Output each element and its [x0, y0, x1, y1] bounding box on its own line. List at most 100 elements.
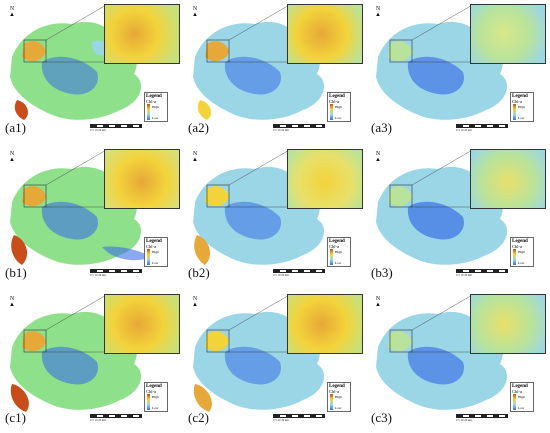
legend-colorbar — [147, 249, 150, 265]
legend-variable: Chl-a — [512, 244, 522, 249]
legend-low: Low — [518, 116, 525, 120]
map-panel-b3: N ▲ Legend Chl-a High Low 0 5 10 20 km (b… — [368, 147, 548, 287]
panel-label: (c3) — [371, 410, 392, 425]
zoom-inset-c3 — [470, 294, 546, 354]
panel-label: (c2) — [188, 410, 209, 425]
legend-low: Low — [335, 116, 342, 120]
legend-title: Legend — [512, 94, 528, 99]
zoom-inset-c2 — [287, 294, 363, 354]
legend-high: High — [518, 105, 525, 109]
legend-variable: Chl-a — [329, 244, 339, 249]
panel-label: (b1) — [5, 265, 27, 280]
legend-high: High — [152, 250, 159, 254]
scale-bar: 0 5 10 20 km — [90, 269, 142, 277]
north-arrow-icon: N ▲ — [192, 6, 198, 18]
map-panel-c1: N ▲ Legend Chl-a High Low 0 5 10 20 km (c… — [2, 292, 182, 432]
zoom-inset-a1 — [104, 4, 180, 64]
zoom-inset-a2 — [287, 4, 363, 64]
legend-low: Low — [518, 406, 525, 410]
legend-box: Legend Chl-a High Low — [510, 92, 534, 122]
map-panel-a1: N ▲ Legend Chl-a High Low 0 5 10 20 km (a… — [2, 2, 182, 142]
legend-box: Legend Chl-a High Low — [144, 237, 168, 267]
legend-high: High — [152, 105, 159, 109]
zoom-inset-a3 — [470, 4, 546, 64]
legend-box: Legend Chl-a High Low — [510, 382, 534, 412]
north-arrow-icon: N ▲ — [9, 6, 15, 18]
legend-box: Legend Chl-a High Low — [327, 92, 351, 122]
legend-title: Legend — [512, 239, 528, 244]
legend-high: High — [335, 105, 342, 109]
map-panel-c2: N ▲ Legend Chl-a High Low 0 5 10 20 km (c… — [185, 292, 365, 432]
panel-label: (b2) — [188, 265, 210, 280]
legend-colorbar — [147, 104, 150, 120]
legend-variable: Chl-a — [512, 99, 522, 104]
legend-variable: Chl-a — [329, 99, 339, 104]
legend-low: Low — [152, 261, 159, 265]
legend-box: Legend Chl-a High Low — [510, 237, 534, 267]
legend-title: Legend — [329, 94, 345, 99]
legend-variable: Chl-a — [146, 99, 156, 104]
legend-colorbar — [513, 249, 516, 265]
legend-low: Low — [152, 406, 159, 410]
panel-label: (a1) — [5, 120, 26, 135]
scale-bar: 0 5 10 20 km — [456, 124, 508, 132]
legend-low: Low — [152, 116, 159, 120]
scale-bar: 0 5 10 20 km — [273, 269, 325, 277]
legend-low: Low — [335, 406, 342, 410]
legend-title: Legend — [146, 384, 162, 389]
legend-variable: Chl-a — [512, 389, 522, 394]
legend-title: Legend — [512, 384, 528, 389]
legend-variable: Chl-a — [146, 389, 156, 394]
scale-bar: 0 5 10 20 km — [456, 269, 508, 277]
legend-colorbar — [330, 249, 333, 265]
legend-high: High — [518, 250, 525, 254]
legend-colorbar — [330, 104, 333, 120]
legend-box: Legend Chl-a High Low — [144, 92, 168, 122]
scale-bar: 0 5 10 20 km — [456, 414, 508, 422]
north-arrow-icon: N ▲ — [192, 296, 198, 308]
legend-box: Legend Chl-a High Low — [327, 237, 351, 267]
legend-high: High — [152, 395, 159, 399]
scale-bar: 0 5 10 20 km — [273, 124, 325, 132]
panel-label: (c1) — [5, 410, 26, 425]
legend-title: Legend — [146, 239, 162, 244]
north-arrow-icon: N ▲ — [9, 151, 15, 163]
legend-high: High — [518, 395, 525, 399]
legend-box: Legend Chl-a High Low — [144, 382, 168, 412]
north-arrow-icon: N ▲ — [9, 296, 15, 308]
legend-box: Legend Chl-a High Low — [327, 382, 351, 412]
legend-title: Legend — [329, 384, 345, 389]
north-arrow-icon: N ▲ — [375, 151, 381, 163]
zoom-inset-b3 — [470, 149, 546, 209]
map-panel-c3: N ▲ Legend Chl-a High Low 0 5 10 20 km (c… — [368, 292, 548, 432]
north-arrow-icon: N ▲ — [192, 151, 198, 163]
map-panel-a2: N ▲ Legend Chl-a High Low 0 5 10 20 km (a… — [185, 2, 365, 142]
legend-low: Low — [335, 261, 342, 265]
north-arrow-icon: N ▲ — [375, 296, 381, 308]
legend-title: Legend — [329, 239, 345, 244]
legend-colorbar — [330, 394, 333, 410]
scale-bar: 0 5 10 20 km — [90, 124, 142, 132]
map-panel-b1: N ▲ Legend Chl-a High Low 0 5 10 20 km (b… — [2, 147, 182, 287]
legend-variable: Chl-a — [146, 244, 156, 249]
scale-bar: 0 5 10 20 km — [90, 414, 142, 422]
panel-label: (b3) — [371, 265, 393, 280]
legend-title: Legend — [146, 94, 162, 99]
zoom-inset-b2 — [287, 149, 363, 209]
scale-bar: 0 5 10 20 km — [273, 414, 325, 422]
panel-label: (a3) — [371, 120, 392, 135]
legend-colorbar — [147, 394, 150, 410]
legend-colorbar — [513, 104, 516, 120]
north-arrow-icon: N ▲ — [375, 6, 381, 18]
zoom-inset-b1 — [104, 149, 180, 209]
zoom-inset-c1 — [104, 294, 180, 354]
map-panel-b2: N ▲ Legend Chl-a High Low 0 5 10 20 km (b… — [185, 147, 365, 287]
legend-variable: Chl-a — [329, 389, 339, 394]
panel-label: (a2) — [188, 120, 209, 135]
legend-low: Low — [518, 261, 525, 265]
map-panel-a3: N ▲ Legend Chl-a High Low 0 5 10 20 km (a… — [368, 2, 548, 142]
legend-high: High — [335, 395, 342, 399]
legend-colorbar — [513, 394, 516, 410]
legend-high: High — [335, 250, 342, 254]
